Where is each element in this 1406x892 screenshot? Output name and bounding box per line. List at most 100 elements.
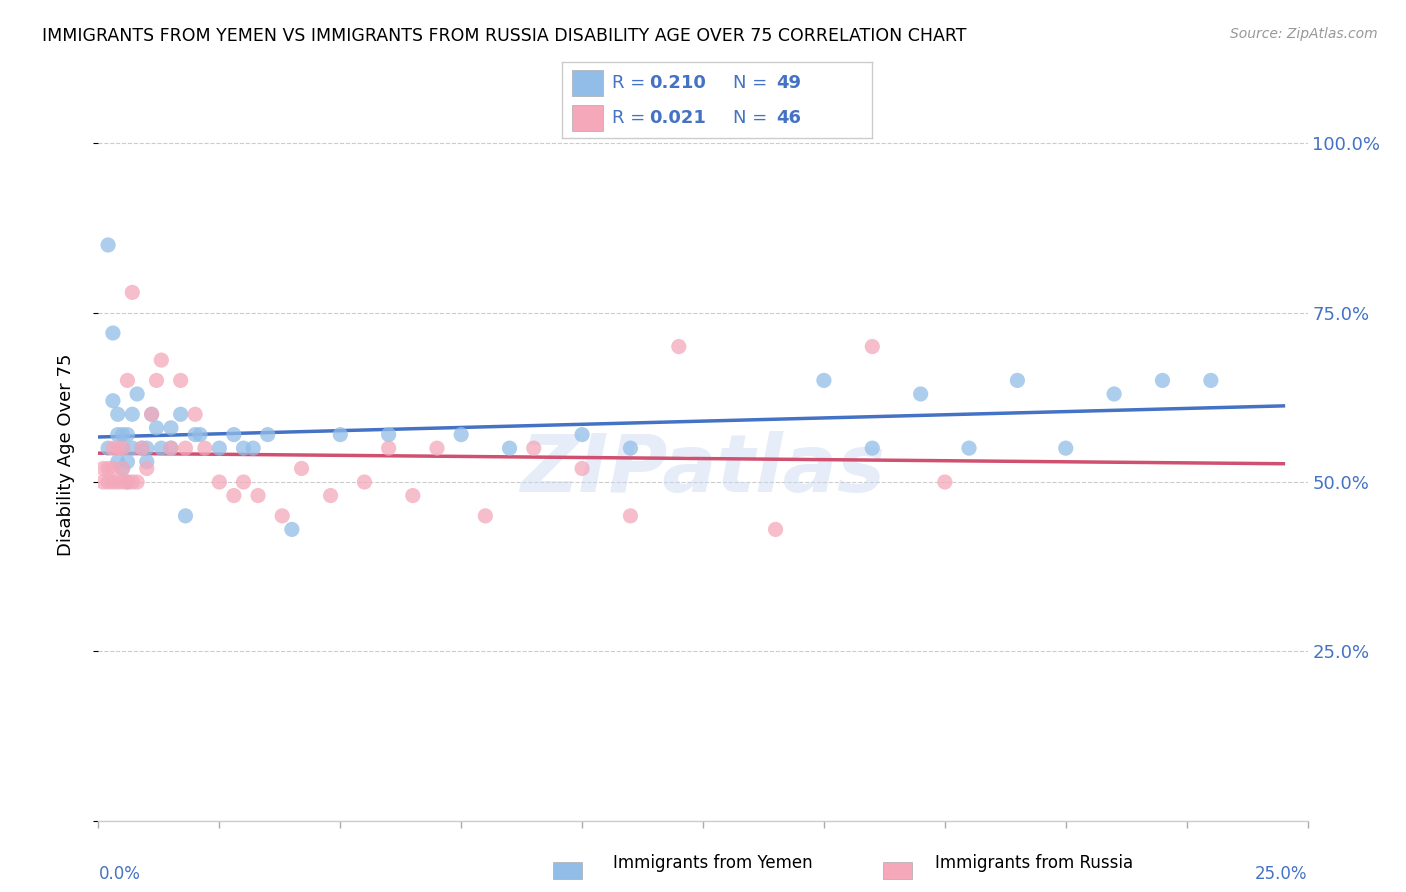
Text: IMMIGRANTS FROM YEMEN VS IMMIGRANTS FROM RUSSIA DISABILITY AGE OVER 75 CORRELATI: IMMIGRANTS FROM YEMEN VS IMMIGRANTS FROM…	[42, 27, 967, 45]
FancyBboxPatch shape	[572, 105, 603, 130]
Point	[194, 441, 217, 455]
Point	[256, 427, 278, 442]
Point	[523, 441, 546, 455]
Point	[150, 441, 173, 455]
Point	[208, 475, 231, 489]
Point	[169, 373, 191, 387]
Text: Immigrants from Yemen: Immigrants from Yemen	[613, 855, 813, 872]
Text: 46: 46	[776, 109, 801, 127]
Point	[117, 475, 139, 489]
Point	[107, 475, 129, 489]
Point	[188, 427, 211, 442]
Point	[117, 427, 139, 442]
Point	[571, 461, 593, 475]
Bar	[553, 862, 582, 880]
Point	[127, 475, 149, 489]
Point	[934, 475, 956, 489]
Point	[208, 441, 231, 455]
Point	[1054, 441, 1077, 455]
Point	[91, 461, 114, 475]
Point	[101, 475, 124, 489]
Text: 0.021: 0.021	[650, 109, 706, 127]
Point	[329, 427, 352, 442]
Point	[111, 461, 134, 475]
Text: ZIPatlas: ZIPatlas	[520, 431, 886, 508]
Point	[232, 475, 254, 489]
Point	[111, 441, 134, 455]
Point	[150, 353, 173, 368]
Point	[117, 475, 139, 489]
Point	[571, 427, 593, 442]
Text: Immigrants from Russia: Immigrants from Russia	[935, 855, 1133, 872]
Point	[222, 427, 245, 442]
Point	[97, 461, 120, 475]
Point	[619, 441, 641, 455]
Point	[117, 455, 139, 469]
Point	[135, 461, 157, 475]
Y-axis label: Disability Age Over 75: Disability Age Over 75	[56, 353, 75, 557]
Point	[131, 441, 153, 455]
Point	[107, 441, 129, 455]
Point	[242, 441, 264, 455]
Point	[121, 475, 143, 489]
Point	[1102, 387, 1125, 401]
Point	[107, 407, 129, 421]
Point	[160, 441, 183, 455]
Point	[111, 461, 134, 475]
Point	[957, 441, 980, 455]
FancyBboxPatch shape	[572, 70, 603, 95]
Point	[135, 455, 157, 469]
Point	[232, 441, 254, 455]
Point	[97, 441, 120, 455]
Text: Source: ZipAtlas.com: Source: ZipAtlas.com	[1230, 27, 1378, 41]
Point	[160, 441, 183, 455]
Point	[127, 387, 149, 401]
Point	[111, 427, 134, 442]
Point	[145, 421, 167, 435]
Point	[121, 441, 143, 455]
Point	[97, 238, 120, 252]
Point	[910, 387, 932, 401]
Point	[111, 475, 134, 489]
Point	[813, 373, 835, 387]
Bar	[883, 862, 912, 880]
Point	[1199, 373, 1222, 387]
Point	[174, 508, 197, 523]
Point	[121, 285, 143, 300]
Text: R =: R =	[612, 74, 651, 92]
Point	[319, 489, 342, 503]
Point	[184, 427, 207, 442]
Point	[101, 461, 124, 475]
Point	[765, 523, 787, 537]
Point	[101, 393, 124, 408]
Text: R =: R =	[612, 109, 651, 127]
Point	[117, 373, 139, 387]
Point	[121, 407, 143, 421]
Point	[402, 489, 425, 503]
Point	[271, 508, 294, 523]
Point	[141, 407, 163, 421]
Point	[111, 441, 134, 455]
Point	[860, 340, 883, 354]
Point	[281, 523, 304, 537]
Point	[107, 455, 129, 469]
Point	[222, 489, 245, 503]
Point	[174, 441, 197, 455]
Point	[426, 441, 449, 455]
Point	[860, 441, 883, 455]
Point	[145, 373, 167, 387]
Point	[1007, 373, 1029, 387]
Point	[141, 407, 163, 421]
Text: N =: N =	[733, 74, 772, 92]
Text: 25.0%: 25.0%	[1256, 864, 1308, 882]
Point	[377, 441, 399, 455]
Point	[1152, 373, 1174, 387]
Point	[353, 475, 375, 489]
Point	[97, 475, 120, 489]
Point	[377, 427, 399, 442]
Point	[184, 407, 207, 421]
Point	[91, 475, 114, 489]
Point	[160, 421, 183, 435]
Text: 0.210: 0.210	[650, 74, 706, 92]
Point	[474, 508, 496, 523]
